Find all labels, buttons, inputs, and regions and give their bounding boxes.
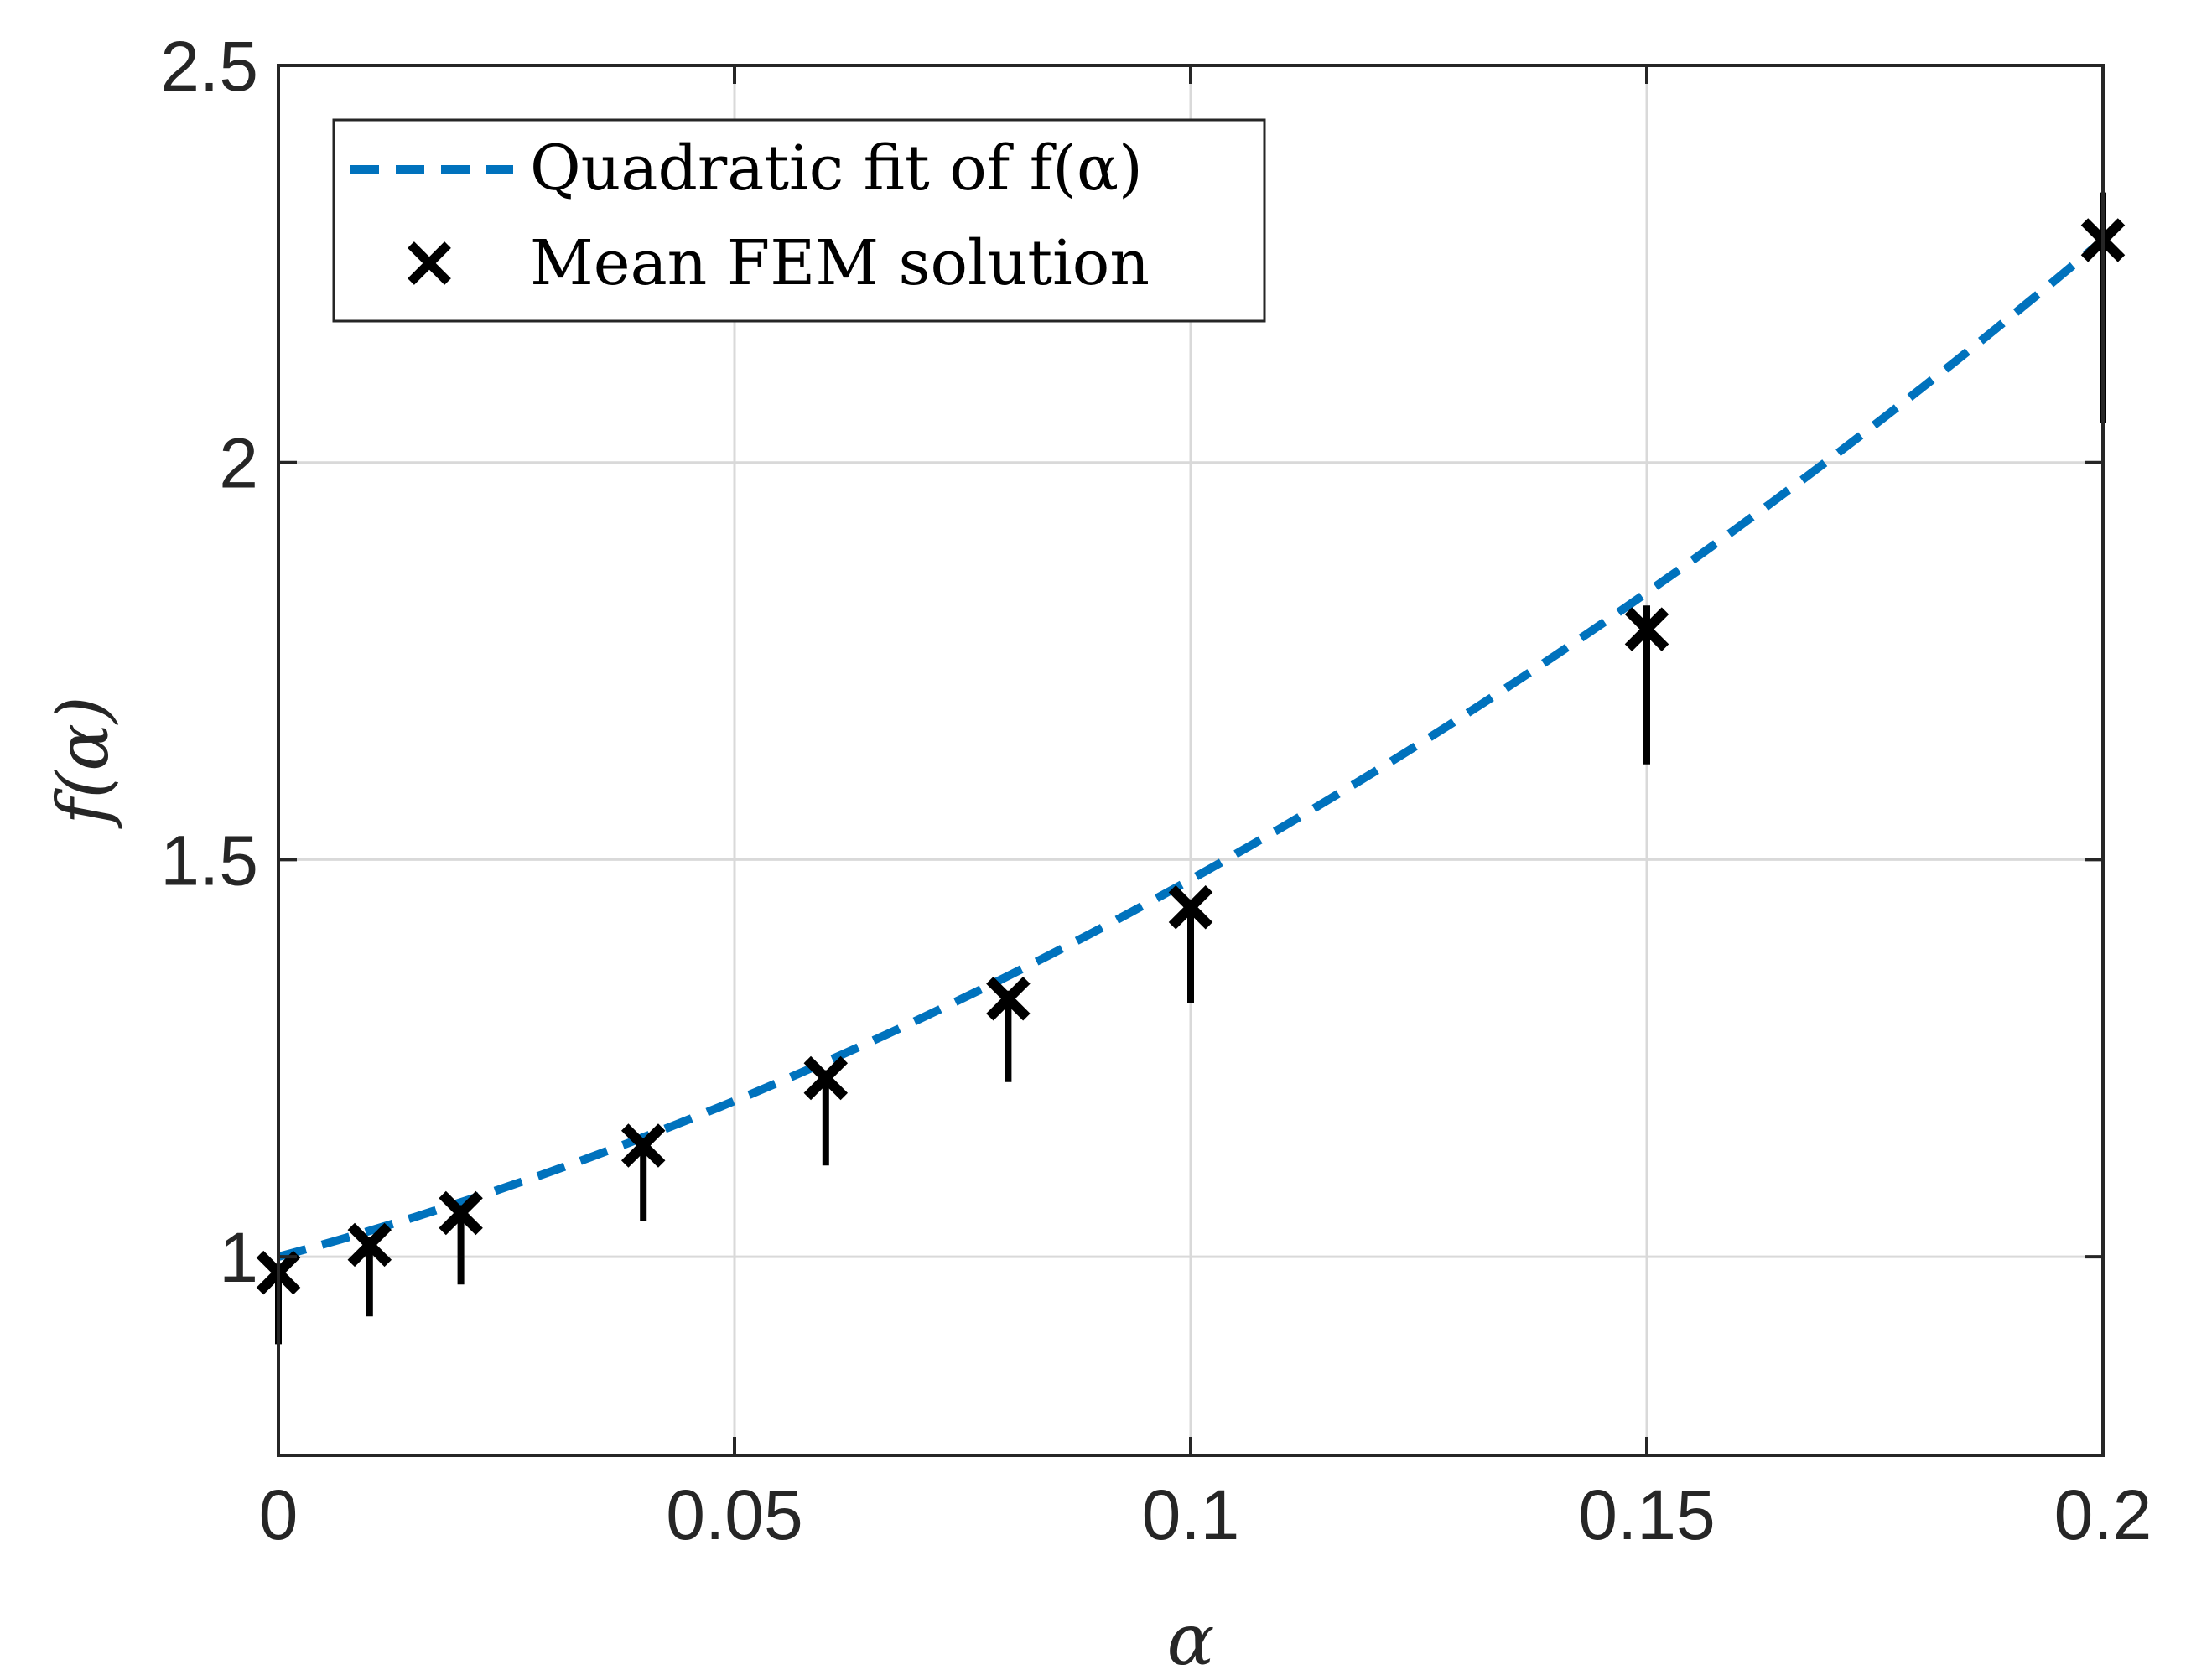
y-tick-labels: 1 1.5 2 2.5	[160, 27, 258, 1297]
fem-marker-stroke	[620, 1123, 666, 1168]
fem-marker-stroke	[439, 1190, 483, 1236]
fem-marker	[439, 1190, 483, 1236]
fem-marker-stroke	[1624, 607, 1669, 651]
fem-marker	[1624, 607, 1669, 651]
x-tick-label: 0.2	[2054, 1475, 2152, 1554]
fem-marker-stroke	[347, 1222, 392, 1268]
fem-marker-stroke	[803, 1055, 849, 1101]
fit-line	[277, 236, 2106, 1261]
x-tick-label: 0	[259, 1475, 299, 1554]
legend: Quadratic fit of f(α) Mean FEM solution	[332, 118, 1266, 323]
fem-marker-stroke	[986, 976, 1031, 1021]
y-axis-label: f(α)	[42, 696, 124, 829]
x-tick-label: 0.15	[1578, 1475, 1716, 1554]
fit-line-group	[277, 236, 2106, 1261]
fem-marker	[803, 1055, 849, 1101]
x-axis-label: α	[1167, 1599, 1215, 1680]
fem-marker	[620, 1123, 666, 1168]
y-tick-label: 2.5	[160, 27, 258, 106]
y-tick-label: 1.5	[160, 821, 258, 900]
y-tick-label: 2	[219, 424, 258, 503]
legend-box	[332, 118, 1266, 323]
fem-marker	[986, 976, 1031, 1021]
x-tick-labels: 0 0.05 0.1 0.15 0.2	[259, 1475, 2152, 1554]
legend-fem-label: Mean FEM solution	[530, 227, 1150, 299]
legend-fem-swatch	[408, 241, 451, 285]
y-tick-label: 1	[219, 1218, 258, 1297]
fem-marker	[1168, 885, 1213, 930]
x-tick-label: 0.05	[666, 1475, 803, 1554]
fem-marker-stroke	[1168, 885, 1213, 930]
legend-fit-label: Quadratic fit of f(α)	[530, 132, 1143, 205]
x-tick-label: 0.1	[1142, 1475, 1240, 1554]
axis-ticks	[277, 64, 2105, 1455]
fem-marker	[347, 1222, 392, 1268]
